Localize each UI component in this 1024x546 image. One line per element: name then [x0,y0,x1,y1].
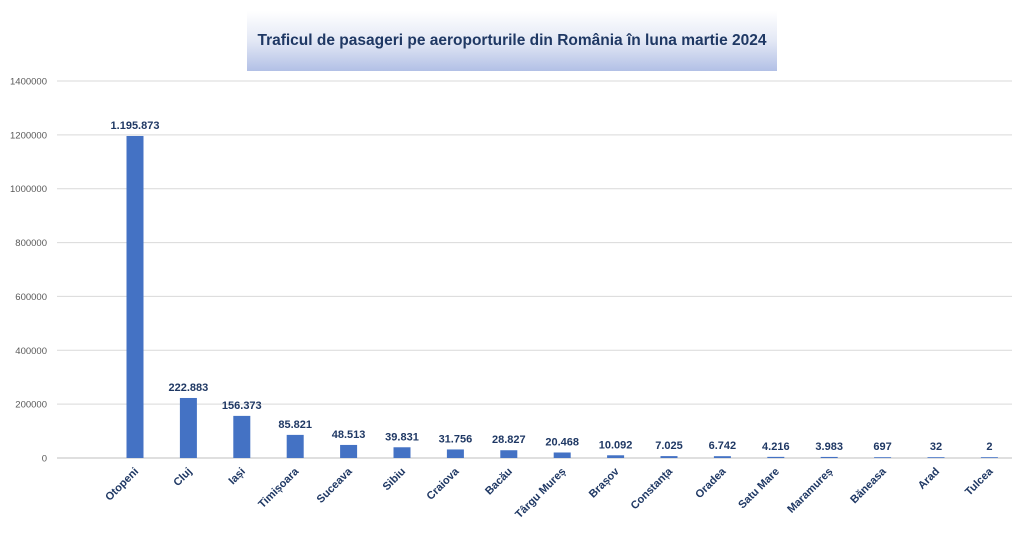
data-label: 156.373 [222,400,262,412]
bar [553,452,571,458]
x-tick-label: Satu Mare [736,466,782,512]
bar [126,135,144,458]
bar [767,456,785,458]
bar [446,449,464,458]
x-tick-label: Tulcea [963,465,996,498]
bar [393,447,411,458]
bar [820,456,838,458]
data-label: 39.831 [385,431,419,443]
bar [179,397,197,458]
y-tick-label: 1200000 [10,130,47,141]
bar [980,457,998,458]
x-tick-label: Arad [916,466,942,492]
y-tick-label: 1000000 [10,184,47,195]
y-tick-label: 600000 [15,292,47,303]
x-tick-label: Craiova [424,465,462,503]
x-tick-label: Brașov [587,465,622,500]
data-label: 4.216 [762,441,790,453]
bar [340,444,358,458]
data-label: 48.513 [332,429,366,441]
y-tick-label: 200000 [15,400,47,411]
data-label: 222.883 [169,382,209,394]
x-tick-label: Suceava [315,465,356,506]
data-label: 31.756 [439,433,473,445]
x-tick-label: Cluj [171,466,194,489]
bar [927,457,945,458]
x-tick-label: Oradea [693,465,729,501]
x-tick-label: Otopeni [103,466,141,504]
data-label: 20.468 [545,436,579,448]
bar [874,457,892,458]
bar [713,456,731,458]
x-tick-label: Iași [226,466,247,487]
chart-title: Traficul de pasageri pe aeroporturile di… [257,32,767,49]
y-tick-label: 0 [42,454,47,465]
x-tick-label: Târgu Mureș [513,466,568,521]
data-label: 28.827 [492,434,526,446]
bar [286,434,304,458]
x-tick-label: Maramureș [785,466,835,516]
x-tick-label: Sibiu [381,466,408,493]
bar [660,456,678,458]
data-label: 32 [930,441,942,453]
bar [233,415,251,458]
data-label: 3.983 [815,441,843,453]
data-label: 85.821 [278,419,312,431]
chart-title-box: Traficul de pasageri pe aeroporturile di… [247,11,777,71]
x-tick-label: Băneasa [848,465,889,506]
data-label: 7.025 [655,440,683,452]
bar [500,450,518,458]
bar [607,455,625,458]
x-tick-label: Bacău [483,466,515,498]
data-label: 10.092 [599,439,633,451]
data-label: 1.195.873 [111,120,160,132]
y-tick-label: 1400000 [10,77,47,88]
data-label: 2 [986,441,992,453]
x-tick-label: Constanța [629,465,676,512]
data-label: 697 [873,441,891,453]
y-tick-label: 800000 [15,238,47,249]
x-tick-label: Timișoara [256,465,302,511]
data-label: 6.742 [709,440,737,452]
y-tick-label: 400000 [15,346,47,357]
